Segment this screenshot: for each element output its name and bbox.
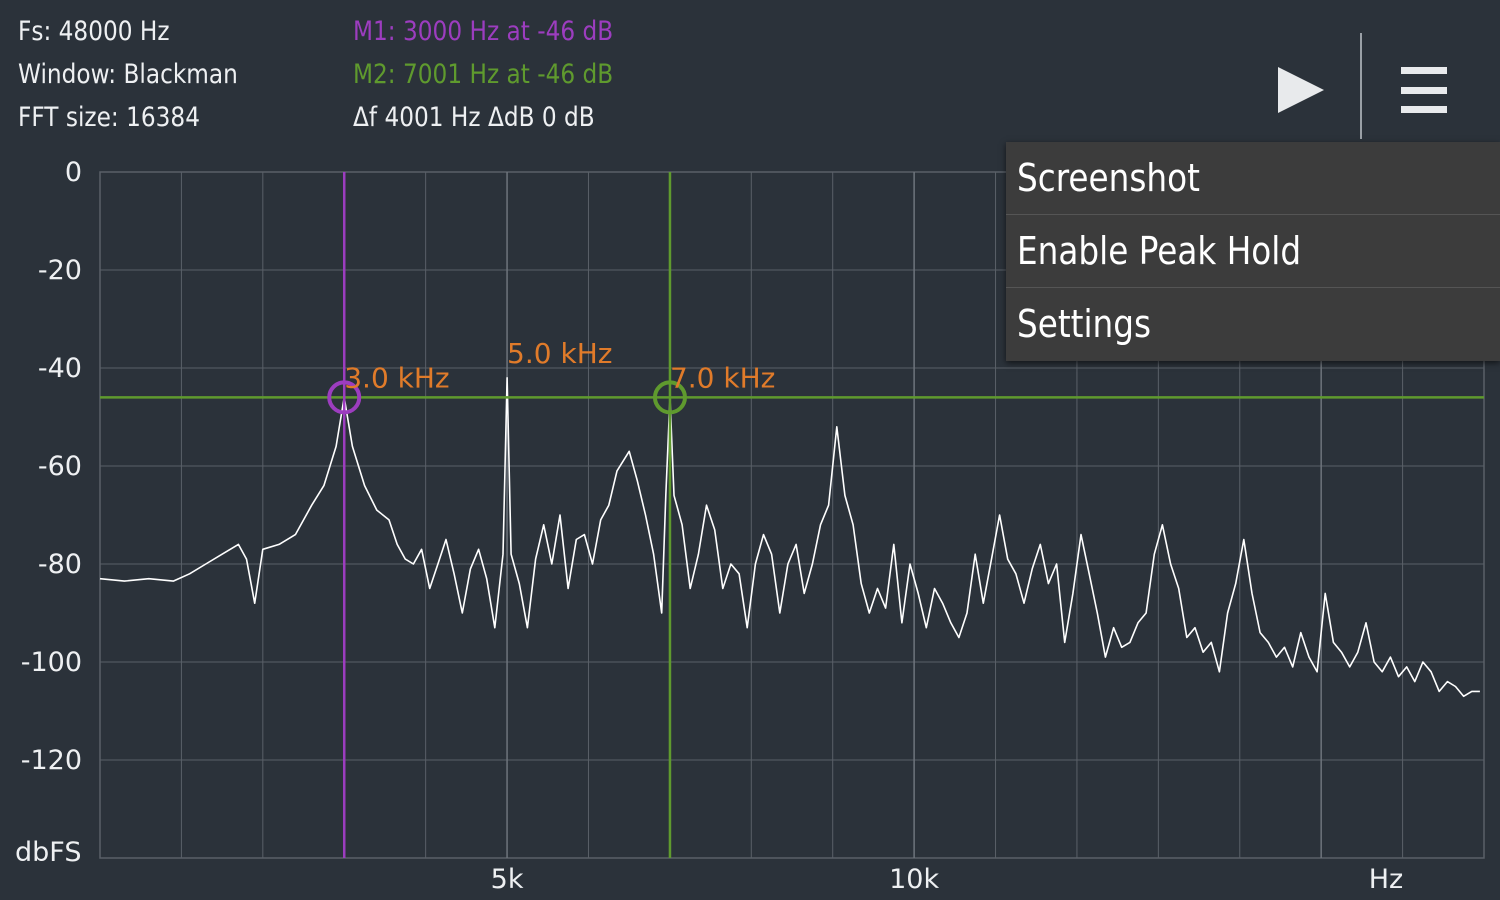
y-axis-unit-label: dbFS xyxy=(15,837,81,868)
window-type-text: Window: Blackman xyxy=(18,59,238,90)
delta-readout: Δf 4001 Hz ΔdB 0 dB xyxy=(353,102,595,133)
marker-m1-circle xyxy=(327,380,362,415)
y-tick-label: 0 xyxy=(65,157,82,188)
peak-frequency-label: 5.0 kHz xyxy=(507,337,612,370)
marker-m2-circle xyxy=(652,380,687,415)
sample-rate-text: Fs: 48000 Hz xyxy=(18,16,170,47)
menu-item-label: Settings xyxy=(1017,302,1152,346)
toolbar-divider xyxy=(1360,33,1362,139)
menu-item-screenshot[interactable]: Screenshot xyxy=(1006,142,1500,215)
y-tick-label: -20 xyxy=(38,255,82,286)
y-tick-label: -120 xyxy=(21,745,82,776)
y-tick-label: -40 xyxy=(38,353,82,384)
info-panel-left: Fs: 48000 Hz Window: Blackman FFT size: … xyxy=(18,10,238,139)
marker2-readout: M2: 7001 Hz at -46 dB xyxy=(353,59,614,90)
y-tick-label: -60 xyxy=(38,451,82,482)
play-button[interactable] xyxy=(1266,55,1336,125)
fft-size-text: FFT size: 16384 xyxy=(18,102,200,133)
y-tick-label: -80 xyxy=(38,549,82,580)
peak-frequency-label: 3.0 kHz xyxy=(344,362,449,395)
plot-frame xyxy=(99,171,1485,859)
menu-item-settings[interactable]: Settings xyxy=(1006,288,1500,361)
menu-item-enable-peak-hold[interactable]: Enable Peak Hold xyxy=(1006,215,1500,288)
info-panel-markers: M1: 3000 Hz at -46 dB M2: 7001 Hz at -46… xyxy=(353,10,613,139)
spectrum-trace xyxy=(99,376,1480,698)
x-axis-unit-label: Hz xyxy=(1369,864,1403,895)
x-tick-label: 5k xyxy=(491,864,524,895)
play-icon xyxy=(1278,67,1324,113)
menu-item-label: Screenshot xyxy=(1017,156,1200,200)
marker1-readout: M1: 3000 Hz at -46 dB xyxy=(353,16,614,47)
overflow-menu-button[interactable] xyxy=(1390,55,1460,125)
x-tick-label: 10k xyxy=(889,864,939,895)
peak-frequency-label: 7.0 kHz xyxy=(670,362,775,395)
overflow-menu: Screenshot Enable Peak Hold Settings xyxy=(1006,142,1500,361)
menu-item-label: Enable Peak Hold xyxy=(1017,229,1302,273)
y-tick-label: -100 xyxy=(21,647,82,678)
hamburger-menu-icon xyxy=(1401,67,1447,113)
